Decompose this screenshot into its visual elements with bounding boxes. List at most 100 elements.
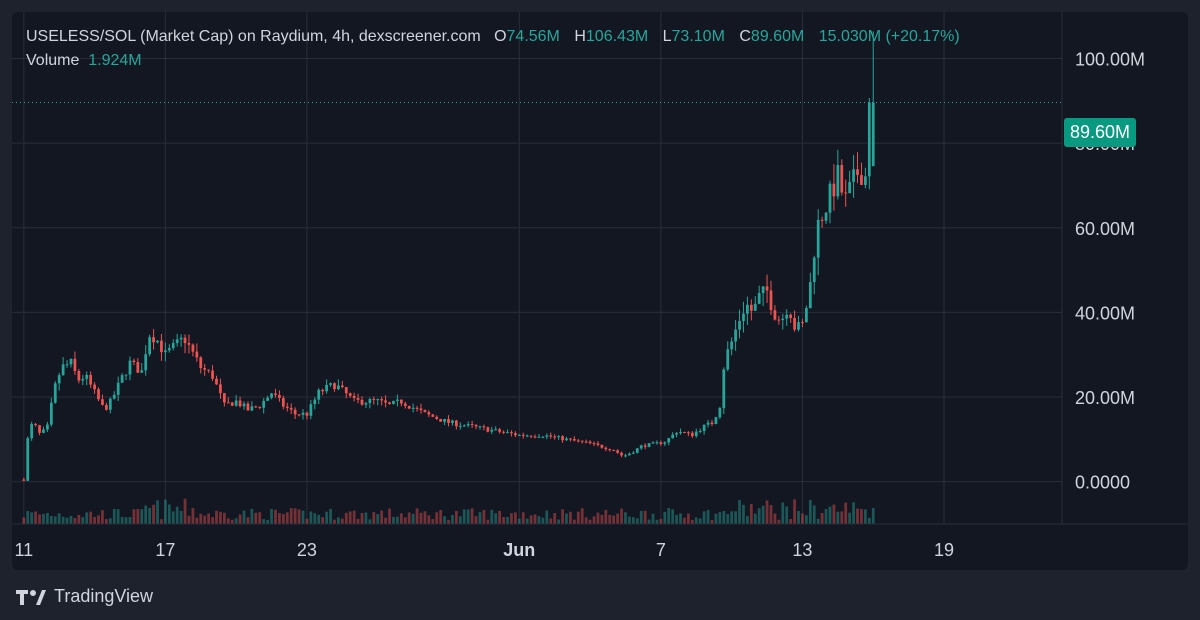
candle-body	[545, 435, 549, 437]
volume-bar	[816, 518, 820, 524]
candle-body	[234, 400, 238, 406]
volume-bar	[537, 516, 541, 524]
candle-body	[647, 443, 651, 447]
tradingview-brand[interactable]: TradingView	[14, 586, 153, 607]
volume-bar	[541, 517, 545, 524]
candle-body	[580, 440, 584, 442]
volume-bar	[250, 508, 254, 524]
volume-bar	[396, 516, 399, 524]
volume-bar	[203, 515, 207, 524]
candle-body	[608, 449, 612, 451]
volume-bar	[671, 509, 675, 524]
candle-body	[714, 417, 718, 424]
candle-body	[706, 422, 710, 425]
volume-bar	[628, 516, 631, 524]
candle-body	[431, 414, 435, 417]
candle-body	[301, 412, 305, 415]
candle-body	[148, 337, 152, 355]
volume-bar	[549, 518, 553, 524]
volume-bar	[529, 515, 533, 524]
volume-bar	[112, 508, 116, 524]
candle-body	[867, 102, 871, 177]
volume-bar	[812, 505, 816, 524]
volume-bar	[175, 506, 179, 524]
candle-body	[89, 374, 93, 385]
volume-bar	[368, 519, 372, 524]
volume-bar	[427, 515, 431, 524]
legend-change: 15.030M (+20.17%)	[818, 28, 960, 45]
legend-close: 89.60M	[750, 28, 805, 45]
candle-body	[246, 403, 250, 411]
volume-bar	[631, 517, 635, 524]
volume-bar	[793, 499, 796, 524]
volume-bar	[832, 504, 836, 524]
candle-body	[281, 397, 285, 407]
candle-body	[325, 384, 328, 392]
volume-bar	[836, 511, 840, 524]
volume-bar	[419, 512, 423, 524]
volume-bar	[360, 513, 364, 524]
volume-bar	[266, 519, 269, 524]
volume-bar	[860, 509, 863, 524]
volume-bar	[199, 513, 203, 524]
legend-ohlc: USELESS/SOL (Market Cap) on Raydium, 4h,…	[26, 28, 970, 46]
candle-body	[667, 438, 671, 443]
volume-bar	[372, 512, 376, 524]
volume-bar	[557, 519, 561, 524]
candle-body	[219, 384, 222, 394]
candle-body	[694, 431, 698, 437]
candle-body	[77, 370, 81, 381]
candle-body	[710, 422, 714, 424]
volume-bar	[364, 512, 368, 524]
volume-bar	[132, 509, 136, 524]
volume-bar	[156, 500, 159, 524]
candle-body	[808, 282, 812, 309]
candle-body	[348, 393, 352, 396]
volume-bar	[714, 513, 718, 524]
candle-body	[490, 429, 494, 432]
candles	[22, 31, 875, 481]
volume-bar	[663, 511, 667, 524]
volume-bar	[655, 519, 659, 524]
legend-volume-value: 1.924M	[88, 52, 142, 69]
candle-body	[230, 402, 234, 406]
candle-body	[195, 351, 199, 358]
candle-body	[124, 374, 128, 376]
volume-bar	[734, 511, 737, 524]
volume-bar	[506, 516, 509, 524]
candle-body	[101, 399, 104, 405]
volume-bar	[486, 519, 490, 524]
candle-body	[81, 378, 85, 381]
x-tick-label: Jun	[503, 540, 535, 560]
candle-body	[616, 450, 619, 453]
candle-body	[631, 452, 635, 454]
volume-bar	[262, 519, 266, 524]
candle-body	[65, 364, 69, 366]
volume-bar	[871, 508, 875, 524]
volume-bar	[380, 510, 384, 524]
x-tick-label: 19	[934, 540, 954, 560]
volume-bar	[781, 502, 785, 524]
candle-body	[211, 370, 214, 379]
candle-body	[478, 426, 482, 428]
candle-body	[132, 360, 136, 363]
candle-body	[687, 432, 690, 434]
candle-body	[305, 412, 309, 416]
candle-body	[635, 448, 639, 453]
candle-body	[93, 384, 96, 390]
x-axis: 11 17 23 Jun 7 13 19	[14, 540, 954, 560]
volume-bar	[447, 519, 450, 524]
volume-bar	[726, 514, 730, 524]
candle-body	[226, 402, 230, 404]
volume-bar	[333, 519, 336, 524]
candle-body	[163, 350, 167, 353]
candle-body	[388, 402, 391, 405]
volume-bar	[65, 517, 69, 524]
volume-bar	[285, 512, 289, 524]
volume-bar	[234, 518, 238, 524]
volume-bar	[690, 519, 694, 524]
candle-body	[671, 434, 675, 439]
x-tick-label: 11	[14, 540, 33, 560]
